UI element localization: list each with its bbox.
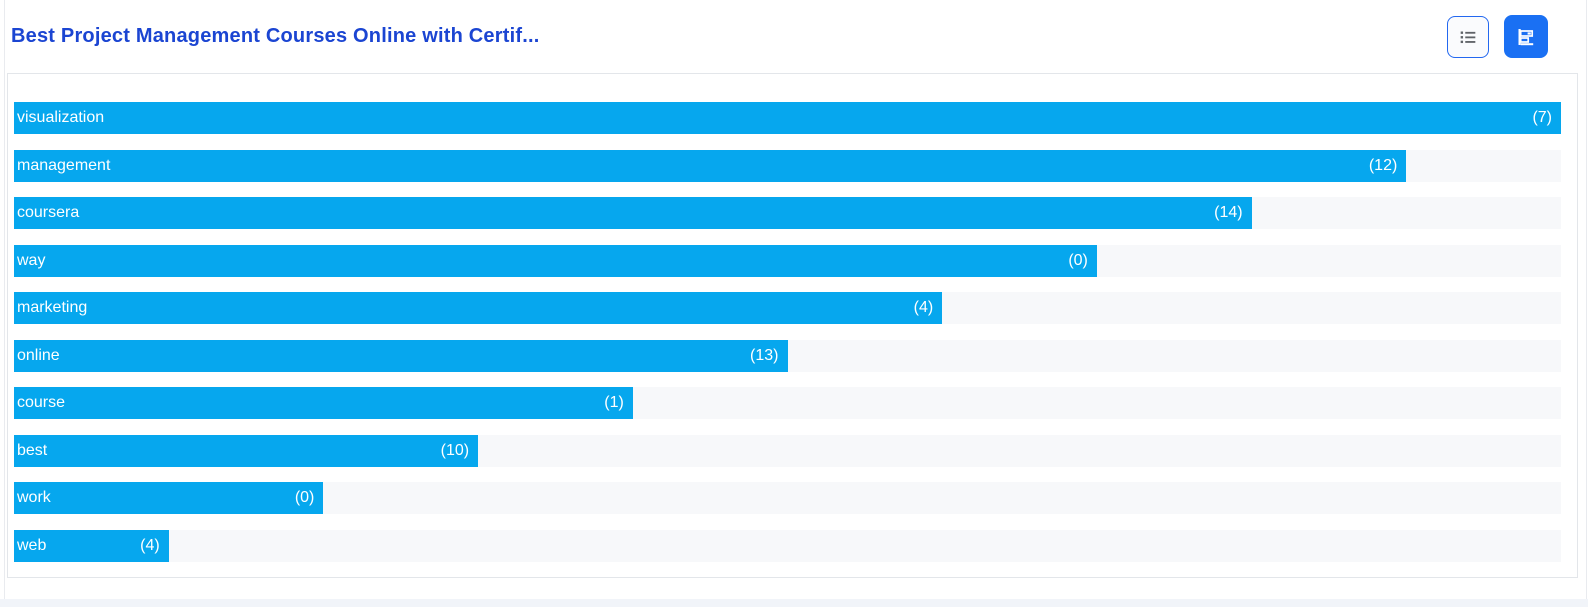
bar-row: work (0) [14, 482, 1561, 514]
bar-count: (12) [1368, 156, 1398, 174]
bar-best[interactable]: best (10) [14, 434, 479, 467]
keyword-panel: Best Project Management Courses Online w… [4, 0, 1587, 599]
list-view-button[interactable] [1447, 15, 1489, 58]
bar-row: management (12) [14, 149, 1561, 182]
keyword-bar-chart: visualization (7) management (12) course… [7, 73, 1578, 578]
bar-work[interactable]: work (0) [14, 482, 324, 514]
bar-count: (1) [604, 394, 624, 411]
bar-label: way [17, 251, 46, 269]
bar-online[interactable]: online (13) [14, 339, 788, 372]
list-icon [1457, 26, 1479, 48]
next-section-edge [0, 599, 1588, 607]
view-toggle-group [1447, 15, 1548, 58]
bar-row: visualization (7) [14, 102, 1561, 134]
bar-label: web [17, 536, 47, 554]
bar-label: coursera [17, 204, 80, 221]
bar-track: work (0) [14, 482, 1561, 514]
bar-marketing[interactable]: marketing (4) [14, 292, 943, 324]
bar-row: marketing (4) [14, 292, 1561, 324]
bar-coursera[interactable]: coursera (14) [14, 197, 1252, 229]
bar-track: visualization (7) [14, 102, 1561, 134]
bar-count: (4) [913, 299, 934, 316]
bar-row: course (1) [14, 387, 1561, 419]
bar-count: (0) [294, 489, 315, 506]
bar-label: marketing [17, 299, 88, 316]
bar-management[interactable]: management (12) [14, 149, 1407, 182]
bar-count: (10) [440, 441, 470, 459]
bar-row: web (4) [14, 529, 1561, 562]
bar-way[interactable]: way (0) [14, 244, 1097, 277]
bar-track: best (10) [14, 434, 1561, 467]
bar-row: online (13) [14, 339, 1561, 372]
bar-label: best [17, 441, 48, 459]
bar-track: management (12) [14, 149, 1561, 182]
horizontal-bar-chart-icon [1514, 25, 1538, 49]
bar-row: coursera (14) [14, 197, 1561, 229]
bar-track: course (1) [14, 387, 1561, 419]
bar-track: online (13) [14, 339, 1561, 372]
bar-count: (4) [140, 536, 160, 554]
panel-header: Best Project Management Courses Online w… [5, 0, 1586, 73]
bar-row: best (10) [14, 434, 1561, 467]
bar-count: (7) [1532, 109, 1552, 126]
bar-visualization[interactable]: visualization (7) [14, 102, 1561, 134]
bar-track: web (4) [14, 529, 1561, 562]
bar-web[interactable]: web (4) [14, 529, 169, 562]
bar-track: marketing (4) [14, 292, 1561, 324]
bar-label: work [17, 489, 51, 506]
bar-track: coursera (14) [14, 197, 1561, 229]
bar-label: course [17, 394, 66, 411]
bar-course[interactable]: course (1) [14, 387, 633, 419]
bar-count: (0) [1068, 251, 1088, 269]
bar-label: visualization [17, 109, 105, 126]
page-title[interactable]: Best Project Management Courses Online w… [11, 25, 540, 47]
chart-view-button[interactable] [1504, 15, 1548, 58]
bar-track: way (0) [14, 244, 1561, 277]
bar-label: management [17, 156, 111, 174]
bar-row: way (0) [14, 244, 1561, 277]
bar-label: online [17, 346, 60, 364]
bar-count: (13) [750, 346, 779, 364]
bar-count: (14) [1214, 204, 1243, 221]
